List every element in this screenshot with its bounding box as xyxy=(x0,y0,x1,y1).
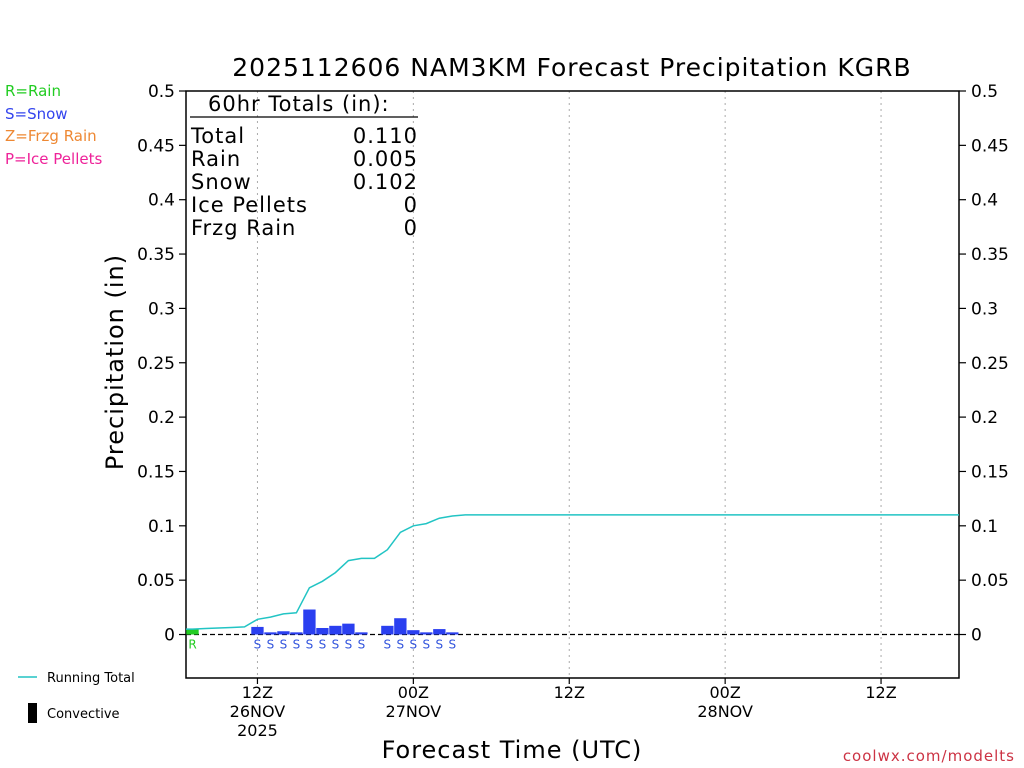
y-tick-label-left-5: 0.25 xyxy=(137,354,175,374)
y-tick-label-right-6: 0.3 xyxy=(971,299,998,319)
precip-type-label-14: S xyxy=(436,638,444,652)
x-tick-label-2-0: 12Z xyxy=(554,683,585,702)
y-tick-label-right-8: 0.4 xyxy=(971,191,998,211)
precip-type-label-12: S xyxy=(410,638,418,652)
precip-type-label-4: S xyxy=(293,638,301,652)
y-axis-right: 0 0.05 0.1 0.15 0.2 0.25 0.3 0.35 0.4 0.45 0.5 xyxy=(959,82,1009,646)
totals-label-ice-pellets: Ice Pellets xyxy=(191,193,308,217)
y-tick-label-left-1: 0.05 xyxy=(137,571,175,591)
y-tick-label-right-3: 0.15 xyxy=(971,462,1009,482)
precip-type-label-7: S xyxy=(332,638,340,652)
y-tick-label-right-10: 0.5 xyxy=(971,82,998,102)
convective-swatch xyxy=(28,703,37,723)
precip-bar-1 xyxy=(251,626,264,635)
y-tick-label-right-1: 0.05 xyxy=(971,571,1009,591)
legend-freezing-rain: Z=Frzg Rain xyxy=(5,127,97,145)
y-tick-label-right-5: 0.25 xyxy=(971,354,1009,374)
totals-value-frzg-rain: 0 xyxy=(404,216,418,240)
totals-label-frzg-rain: Frzg Rain xyxy=(191,216,296,240)
precip-bar-9 xyxy=(355,632,368,635)
y-tick-label-left-10: 0.5 xyxy=(148,82,175,102)
y-tick-label-left-9: 0.45 xyxy=(137,136,175,156)
precip-bar-0 xyxy=(186,629,199,635)
precip-bar-3 xyxy=(277,631,290,635)
totals-header: 60hr Totals (in): xyxy=(208,92,390,116)
precip-type-label-8: S xyxy=(345,638,353,652)
precip-type-label-1: S xyxy=(254,638,262,652)
y-tick-label-left-2: 0.1 xyxy=(148,517,175,537)
x-tick-label-3-1: 28NOV xyxy=(697,702,753,721)
x-tick-label-1-0: 00Z xyxy=(398,683,429,702)
precip-bar-12 xyxy=(407,630,420,635)
y-tick-label-right-4: 0.2 xyxy=(971,408,998,428)
y-tick-label-left-3: 0.15 xyxy=(137,462,175,482)
legend-ice-pellets: P=Ice Pellets xyxy=(5,150,102,168)
precip-bar-5 xyxy=(303,609,316,635)
precip-type-label-0: R xyxy=(188,638,196,652)
y-tick-label-left-4: 0.2 xyxy=(148,408,175,428)
precip-type-legend: R=Rain S=Snow Z=Frzg Rain P=Ice Pellets xyxy=(5,82,102,168)
y-tick-label-left-8: 0.4 xyxy=(148,191,175,211)
y-tick-label-right-0: 0 xyxy=(971,626,982,646)
precip-type-label-3: S xyxy=(280,638,288,652)
precip-type-label-15: S xyxy=(449,638,457,652)
precip-bar-8 xyxy=(342,623,355,635)
x-tick-label-0-0: 12Z xyxy=(242,683,273,702)
y-tick-label-right-2: 0.1 xyxy=(971,517,998,537)
precip-type-label-9: S xyxy=(358,638,366,652)
precip-bar-14 xyxy=(433,629,446,635)
totals-value-rain: 0.005 xyxy=(353,147,418,171)
precip-bar-11 xyxy=(394,618,407,635)
x-tick-label-3-0: 00Z xyxy=(709,683,740,702)
precip-type-label-6: S xyxy=(319,638,327,652)
y-tick-label-left-0: 0 xyxy=(164,626,175,646)
y-tick-label-right-9: 0.45 xyxy=(971,136,1009,156)
precip-bar-6 xyxy=(316,627,329,635)
totals-value-total: 0.110 xyxy=(353,124,418,148)
precip-bar-10 xyxy=(381,625,394,635)
totals-label-total: Total xyxy=(190,124,245,148)
y-axis-label: Precipitation (in) xyxy=(101,254,129,470)
precip-bar-15 xyxy=(446,632,459,635)
chart-title: 2025112606 NAM3KM Forecast Precipitation… xyxy=(232,53,911,82)
totals-label-rain: Rain xyxy=(191,147,241,171)
precip-type-label-2: S xyxy=(267,638,275,652)
legend-snow: S=Snow xyxy=(5,105,68,123)
x-tick-label-1-1: 27NOV xyxy=(386,702,442,721)
running-total-label: Running Total xyxy=(47,671,135,686)
precip-type-label-10: S xyxy=(384,638,392,652)
precip-type-label-11: S xyxy=(397,638,405,652)
precip-type-label-13: S xyxy=(423,638,431,652)
precip-bar-7 xyxy=(329,625,342,635)
totals-box: 60hr Totals (in): Total 0.110 Rain 0.005… xyxy=(190,92,418,240)
precip-bar-13 xyxy=(420,632,433,635)
totals-value-ice-pellets: 0 xyxy=(404,193,418,217)
line-legend: Running Total Convective xyxy=(18,671,135,723)
precip-type-label-5: S xyxy=(306,638,314,652)
convective-label: Convective xyxy=(47,707,120,722)
precip-bar-2 xyxy=(264,632,277,635)
totals-value-snow: 0.102 xyxy=(353,170,418,194)
x-axis-label: Forecast Time (UTC) xyxy=(382,736,643,764)
y-tick-label-right-7: 0.35 xyxy=(971,245,1009,265)
plot-frame xyxy=(185,90,960,679)
y-tick-label-left-7: 0.35 xyxy=(137,245,175,265)
credit-text: coolwx.com/modelts xyxy=(843,747,1015,765)
legend-rain: R=Rain xyxy=(5,82,61,100)
running-total-line xyxy=(186,514,959,630)
precip-bar-4 xyxy=(290,632,303,635)
y-tick-label-left-6: 0.3 xyxy=(148,299,175,319)
x-tick-label-0-2: 2025 xyxy=(237,721,278,740)
totals-label-snow: Snow xyxy=(191,170,252,194)
x-tick-label-0-1: 26NOV xyxy=(230,702,286,721)
vertical-gridlines xyxy=(256,91,882,678)
y-axis-left: 0 0.05 0.1 0.15 0.2 0.25 0.3 0.35 0.4 0.45 0.5 xyxy=(137,82,186,646)
x-tick-label-4-0: 12Z xyxy=(865,683,896,702)
